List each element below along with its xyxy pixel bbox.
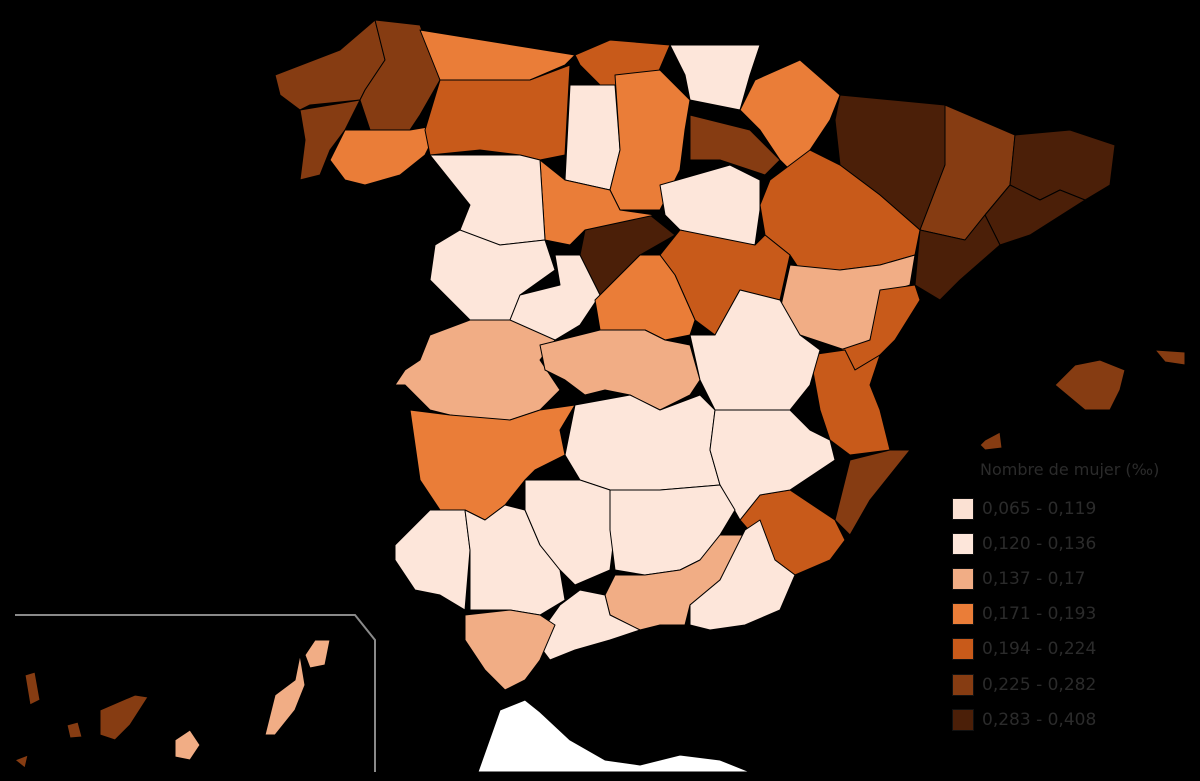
province-toledo [539, 329, 701, 411]
legend-item: 0,225 - 0,282 [952, 667, 1159, 702]
province-zamora [429, 154, 546, 246]
legend-label: 0,225 - 0,282 [982, 674, 1097, 695]
province-asturias [419, 29, 576, 81]
province-sevilla [464, 504, 566, 616]
province-tenerife [99, 694, 149, 741]
legend-swatch [952, 638, 974, 661]
province-pontevedra [299, 99, 361, 181]
legend-label: 0,283 - 0,408 [982, 709, 1097, 730]
legend-swatch [952, 532, 974, 555]
province-ourense [329, 124, 441, 186]
legend-swatch [952, 567, 974, 590]
provinces-layer [14, 19, 1186, 769]
province-cuenca [689, 289, 821, 416]
legend-swatch [952, 603, 974, 626]
province-girona [1009, 129, 1116, 201]
legend-item: 0,120 - 0,136 [952, 526, 1159, 561]
province-valencia [809, 349, 891, 456]
province-lanzarote [304, 639, 331, 669]
province-caceres [394, 319, 561, 421]
province-el-hierro [14, 754, 29, 769]
province-la-palma [24, 671, 41, 706]
legend-swatch [952, 673, 974, 696]
province-ibiza [979, 431, 1003, 451]
legend-title: Nombre de mujer (‰) [980, 460, 1160, 479]
province-menorca [1154, 349, 1186, 366]
province-valladolid [539, 159, 656, 246]
legend-label: 0,120 - 0,136 [982, 533, 1097, 554]
province-la-rioja [689, 114, 781, 176]
legend-label: 0,065 - 0,119 [982, 498, 1097, 519]
legend-item: 0,194 - 0,224 [952, 632, 1159, 667]
canary-islands-inset-frame [15, 614, 376, 772]
province-huelva [394, 509, 471, 611]
province-cadiz [464, 609, 556, 691]
province-badajoz [409, 404, 576, 521]
legend-item: 0,137 - 0,17 [952, 561, 1159, 596]
legend-label: 0,171 - 0,193 [982, 604, 1097, 625]
legend-label: 0,194 - 0,224 [982, 639, 1097, 660]
province-ciudad-real [564, 394, 721, 491]
legend-label: 0,137 - 0,17 [982, 568, 1086, 589]
map-legend: Nombre de mujer (‰) 0,065 - 0,119 0,120 -… [952, 460, 1159, 737]
province-mallorca [1054, 359, 1126, 411]
legend-item: 0,065 - 0,119 [952, 491, 1159, 526]
province-alicante [834, 449, 911, 536]
africa-landmass [477, 699, 751, 773]
province-gran-canaria [174, 729, 201, 761]
province-fuerteventura [264, 654, 306, 736]
legend-item: 0,171 - 0,193 [952, 597, 1159, 632]
province-albacete [709, 409, 836, 521]
legend-item: 0,283 - 0,408 [952, 702, 1159, 737]
province-tarragona [914, 214, 1001, 301]
province-palencia [564, 84, 621, 191]
province-la-gomera [66, 721, 83, 739]
province-almeria [689, 519, 796, 631]
legend-swatch [952, 497, 974, 520]
legend-swatch [952, 708, 974, 731]
province-cordoba [524, 479, 616, 586]
